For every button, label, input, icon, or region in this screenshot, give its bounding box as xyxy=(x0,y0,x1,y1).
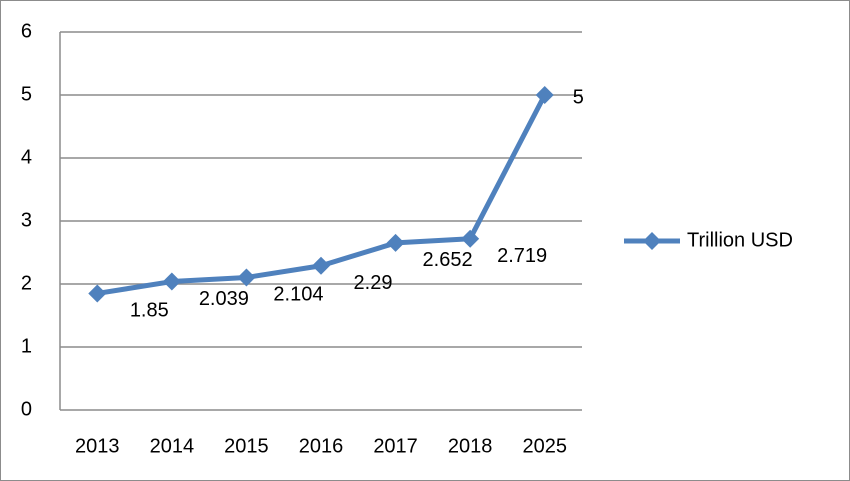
data-point xyxy=(162,272,181,291)
x-tick-label: 2015 xyxy=(224,435,269,457)
x-tick-label: 2013 xyxy=(75,435,120,457)
data-label: 2.652 xyxy=(423,249,473,271)
data-point xyxy=(312,256,330,275)
legend-label: Trillion USD xyxy=(687,229,793,251)
y-tick-label: 1 xyxy=(21,335,32,357)
data-label: 2.29 xyxy=(354,272,393,294)
y-tick-label: 5 xyxy=(21,83,32,105)
data-label: 5 xyxy=(573,86,584,108)
data-label: 1.85 xyxy=(130,300,169,322)
x-tick-label: 2014 xyxy=(150,435,195,457)
y-tick-label: 0 xyxy=(21,398,32,420)
x-tick-label: 2016 xyxy=(299,435,344,457)
data-point xyxy=(461,229,480,248)
y-tick-label: 3 xyxy=(21,209,32,231)
x-tick-label: 2017 xyxy=(373,435,418,457)
data-point xyxy=(535,86,554,104)
y-tick-label: 2 xyxy=(21,272,32,294)
x-tick-label: 2025 xyxy=(522,435,567,457)
y-tick-label: 6 xyxy=(21,20,32,42)
x-tick-label: 2018 xyxy=(448,435,493,457)
legend-marker xyxy=(643,232,661,250)
data-label: 2.039 xyxy=(199,288,249,310)
data-point xyxy=(88,284,107,303)
data-point xyxy=(386,233,405,252)
data-label: 2.719 xyxy=(497,245,547,267)
y-tick-label: 4 xyxy=(21,146,32,168)
data-point xyxy=(237,268,256,287)
data-label: 2.104 xyxy=(273,284,323,306)
